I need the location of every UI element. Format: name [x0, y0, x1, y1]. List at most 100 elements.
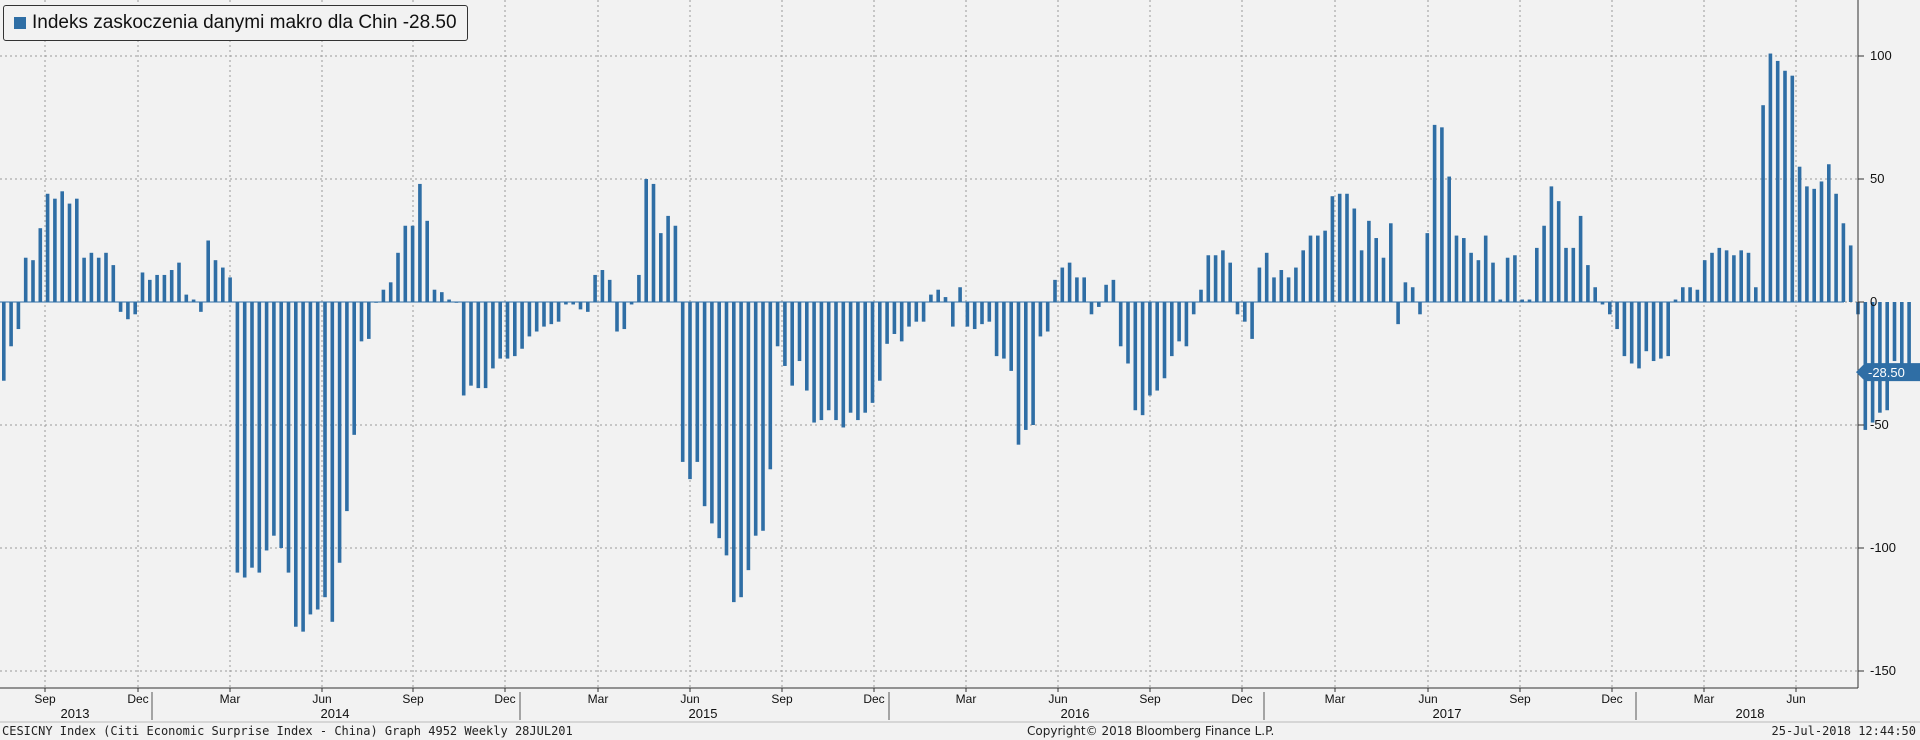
bar [607, 279, 612, 302]
bar [1118, 302, 1123, 347]
bar [1206, 255, 1211, 302]
bar [578, 302, 583, 310]
bar [1805, 186, 1809, 302]
bar [637, 274, 641, 302]
bar [1505, 257, 1510, 302]
bar [1301, 250, 1305, 302]
bar [1082, 277, 1086, 302]
bar [359, 302, 364, 342]
legend-swatch [14, 17, 26, 29]
bar [337, 302, 342, 563]
bar [1564, 247, 1568, 302]
bar [60, 191, 64, 302]
bar [1629, 302, 1634, 364]
bar [1615, 302, 1619, 330]
bar [1608, 302, 1612, 315]
bar [892, 302, 897, 334]
footer-ticker-description: CESICNY Index (Citi Economic Surprise In… [2, 724, 573, 738]
bar [45, 193, 50, 302]
bar [790, 302, 794, 386]
month-label: Dec [1601, 692, 1622, 706]
bar [1257, 267, 1262, 302]
legend-label: Indeks zaskoczenia danymi makro dla Chin… [32, 12, 457, 34]
bar [228, 277, 232, 302]
bar [1264, 252, 1269, 302]
bar [140, 272, 145, 302]
bar [330, 302, 335, 622]
bar [1483, 235, 1488, 302]
bar [148, 279, 152, 302]
bar [257, 302, 262, 573]
bar [1790, 75, 1795, 303]
bar [2, 302, 6, 381]
bar [1848, 245, 1853, 302]
y-tick-label: 100 [1870, 48, 1892, 63]
bar [1038, 302, 1043, 337]
bar [695, 302, 700, 462]
bar [1593, 287, 1597, 302]
bar [943, 297, 948, 302]
bar [286, 302, 291, 573]
bar [761, 302, 765, 531]
bar [1637, 302, 1641, 369]
bar [461, 302, 466, 396]
year-label: 2013 [61, 706, 90, 721]
bar [191, 299, 196, 302]
bar [1374, 238, 1378, 302]
bar [9, 302, 13, 347]
bar [549, 302, 554, 325]
bar [1133, 302, 1138, 411]
bar [1586, 265, 1590, 302]
bar [1746, 252, 1751, 302]
bar [418, 183, 422, 302]
bar [1775, 60, 1780, 302]
bar [1819, 181, 1824, 302]
bar [1535, 247, 1539, 302]
bar [1681, 287, 1685, 302]
bar [936, 289, 940, 302]
bar [1907, 302, 1911, 373]
bar [1199, 289, 1203, 302]
bar [520, 302, 524, 349]
legend: Indeks zaskoczenia danymi makro dla Chin… [3, 5, 468, 41]
month-label: Dec [1231, 692, 1252, 706]
bar [410, 225, 415, 302]
bar [1024, 302, 1028, 430]
bar [1571, 247, 1576, 302]
month-label: Jun [1418, 692, 1437, 706]
bar [367, 302, 371, 339]
bar [615, 302, 619, 332]
bar [987, 302, 992, 322]
bar [425, 220, 429, 302]
bar [1892, 302, 1897, 362]
bar [396, 252, 400, 302]
bar [1476, 260, 1481, 302]
bar [1717, 247, 1722, 302]
footer-copyright: Copyright© 2018 Bloomberg Finance L.P. [1027, 724, 1275, 738]
bar [1111, 279, 1116, 302]
bar [622, 302, 627, 330]
bar [476, 302, 481, 389]
bar [82, 257, 86, 302]
month-label: Mar [588, 692, 609, 706]
legend-last-value: -28.50 [402, 12, 457, 33]
bar [746, 302, 751, 571]
bar [826, 302, 831, 411]
bar [819, 302, 824, 421]
bar [1440, 127, 1444, 302]
bar [534, 302, 539, 332]
bar [352, 302, 356, 435]
month-label: Jun [1786, 692, 1805, 706]
bar [863, 302, 867, 413]
bar [994, 302, 999, 357]
bar [1527, 299, 1532, 302]
bar [797, 302, 802, 362]
bar [235, 302, 240, 573]
bar [1191, 302, 1196, 315]
bar [498, 302, 502, 359]
bar [23, 257, 28, 302]
bar [1228, 262, 1232, 302]
bar [929, 294, 933, 302]
bar [1097, 302, 1101, 307]
year-label: 2014 [321, 706, 350, 721]
